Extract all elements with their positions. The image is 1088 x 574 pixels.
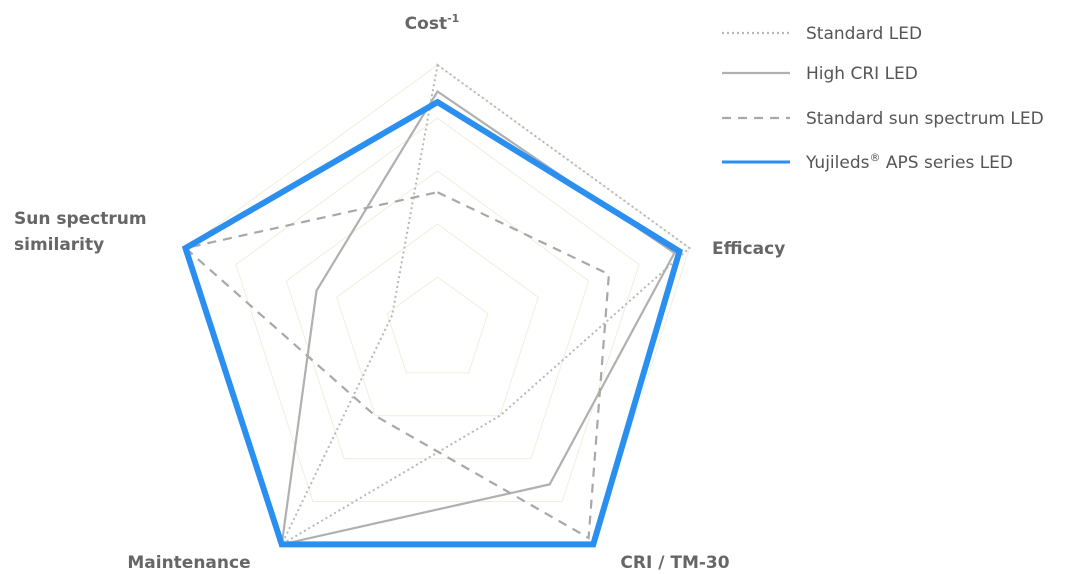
grid-ring-3 bbox=[285, 170, 590, 460]
grid-ring-2 bbox=[336, 223, 539, 417]
radar-series bbox=[181, 63, 692, 548]
axis-label-cost: Cost-1 bbox=[405, 12, 460, 34]
legend-label-yujileds-aps: Yujileds® APS series LED bbox=[805, 151, 1013, 173]
series-yujileds bbox=[181, 98, 683, 548]
legend: Standard LED High CRI LED Standard sun s… bbox=[722, 24, 1044, 173]
legend-label-standard-sun-spectrum-led: Standard sun spectrum LED bbox=[806, 109, 1044, 129]
series-standard-sun-spectrum-led bbox=[183, 191, 611, 540]
series-standard-led bbox=[279, 63, 692, 547]
grid-ring-4 bbox=[235, 117, 640, 503]
legend-label-standard-led: Standard LED bbox=[806, 24, 922, 44]
axis-label-sun-similarity: Sun spectrum similarity bbox=[14, 209, 147, 255]
axis-label-maintenance: Maintenance bbox=[127, 553, 250, 573]
legend-label-high-cri-led: High CRI LED bbox=[806, 64, 918, 84]
axis-label-cri: CRI / TM-30 bbox=[620, 553, 729, 573]
grid-ring-1 bbox=[386, 276, 489, 374]
axis-label-efficacy: Efficacy bbox=[712, 239, 785, 259]
